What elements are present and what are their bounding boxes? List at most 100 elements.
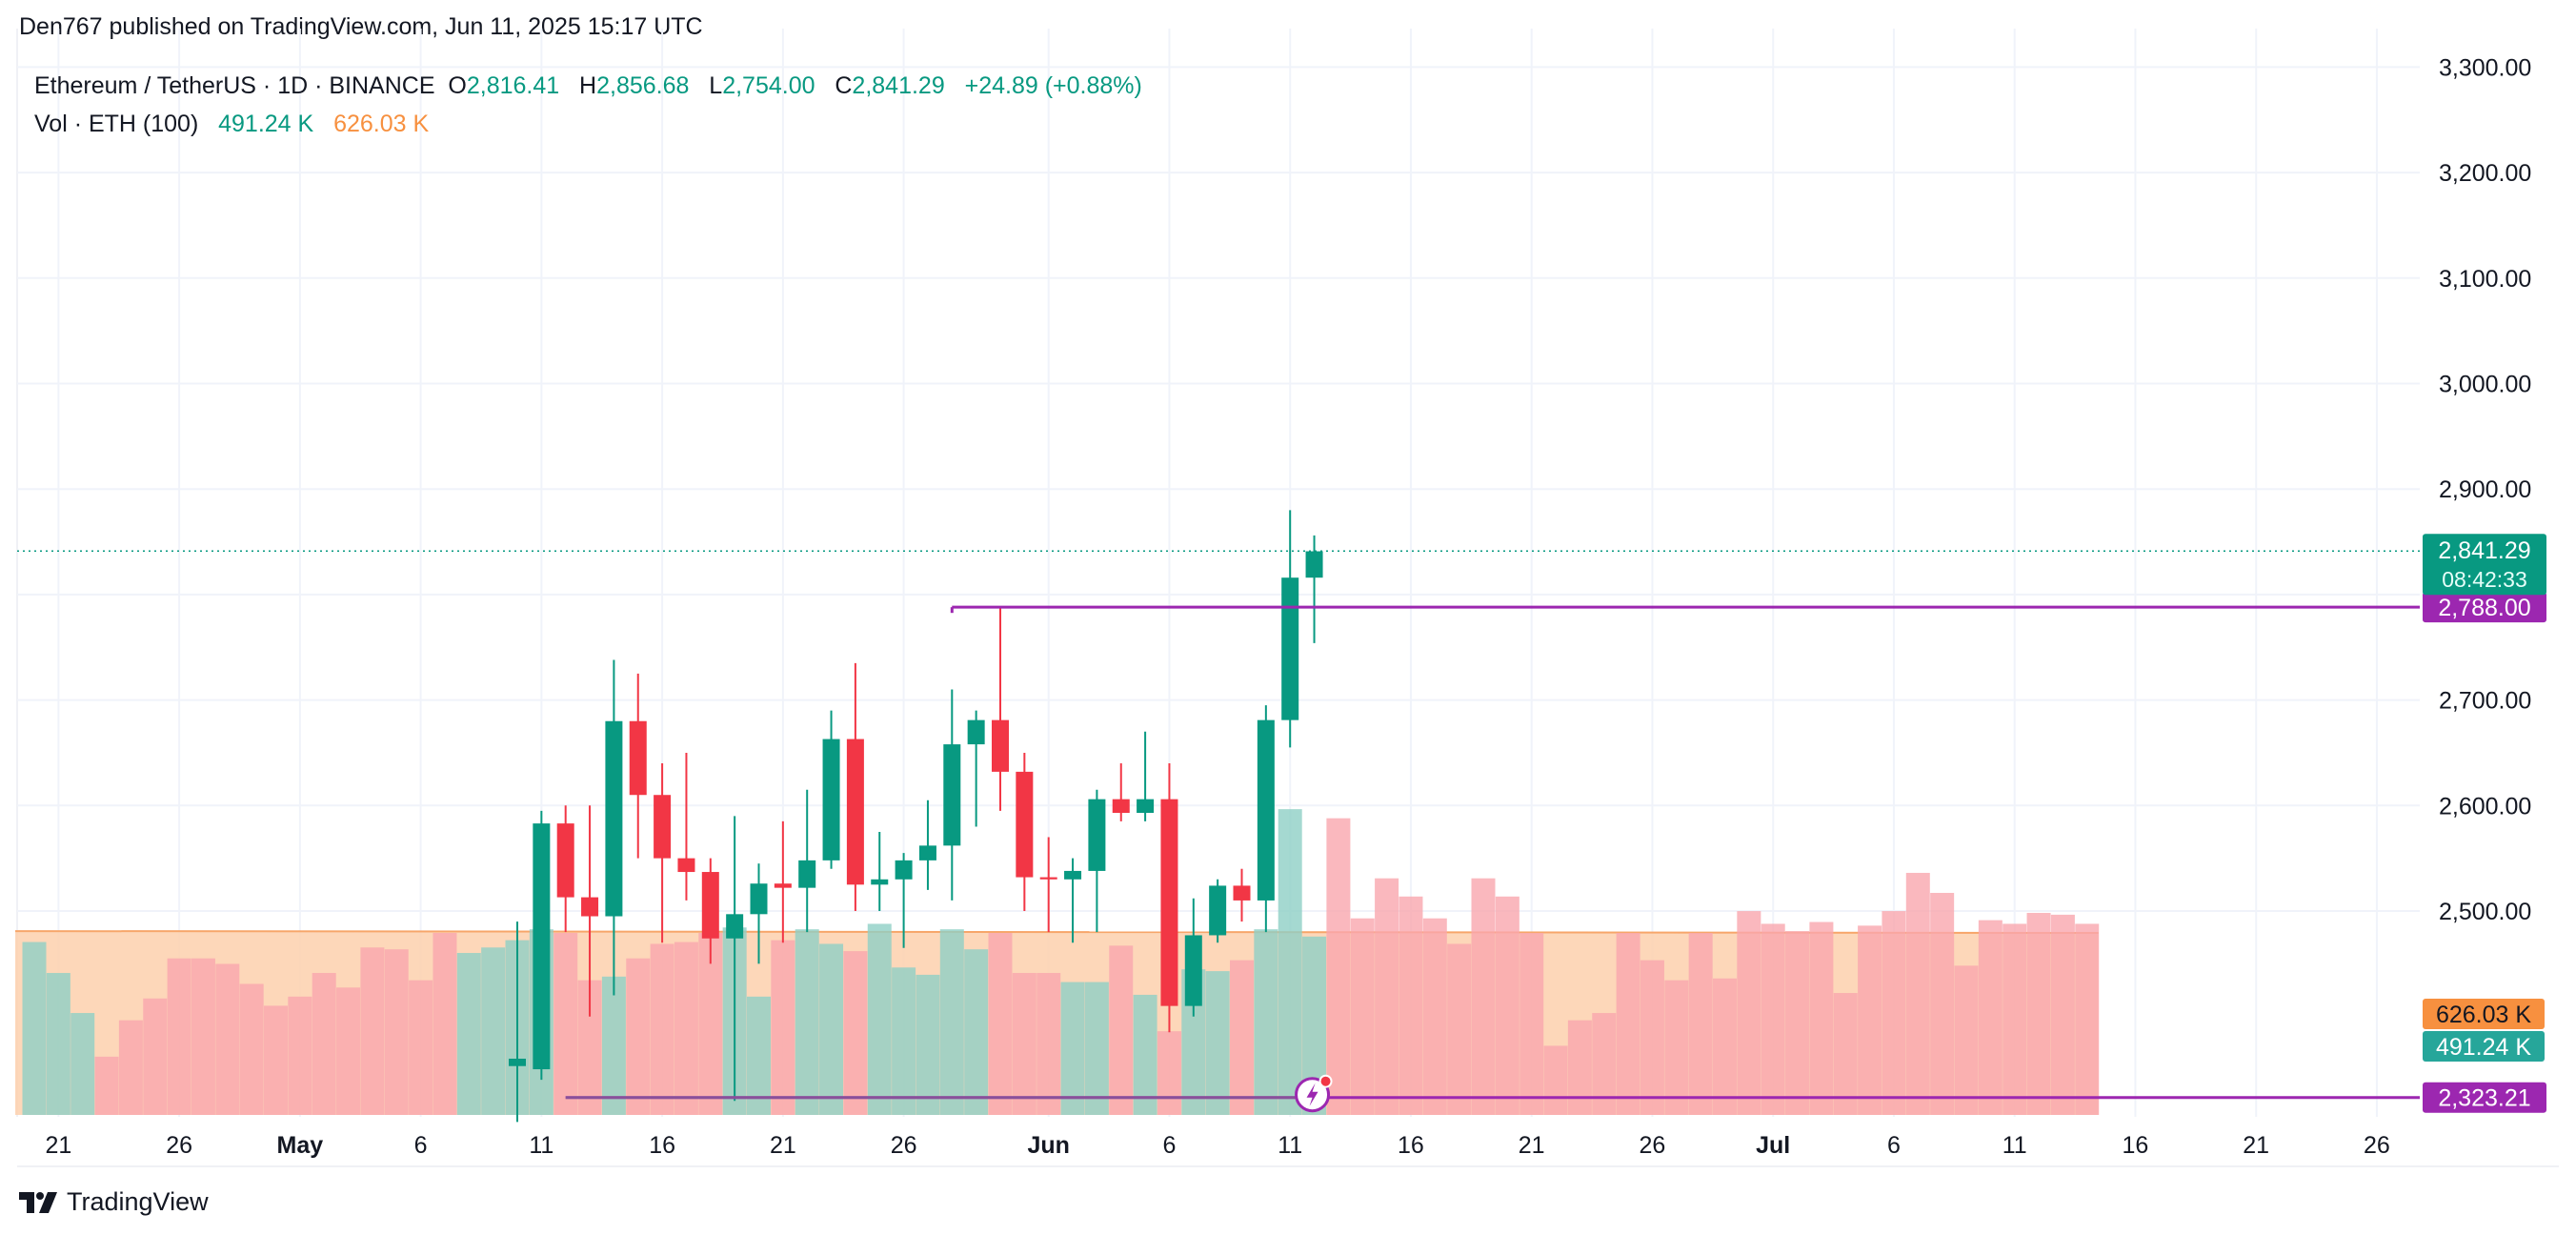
volume-bar	[1785, 931, 1810, 1115]
volume-bar	[1978, 920, 2002, 1115]
volume-bar	[674, 941, 698, 1115]
volume-bar	[1447, 943, 1472, 1115]
candle-body	[798, 860, 816, 888]
volume-label[interactable]: Vol · ETH (100)	[34, 111, 199, 137]
x-tick-label: 6	[1162, 1132, 1176, 1159]
volume-bar	[288, 996, 312, 1115]
volume-bar	[312, 973, 336, 1115]
volume-bar	[2002, 923, 2027, 1115]
volume-bar	[771, 940, 795, 1115]
volume-bar	[264, 1005, 288, 1115]
change-value: +24.89 (+0.88%)	[964, 72, 1142, 99]
tradingview-logo-icon	[19, 1191, 57, 1213]
countdown-text: 08:42:33	[2442, 567, 2527, 592]
y-tick-label: 2,600.00	[2439, 793, 2531, 820]
x-tick-label: 11	[529, 1132, 553, 1159]
candle-body	[677, 858, 695, 873]
volume-bar	[1713, 978, 1737, 1115]
x-tick-label: 26	[2364, 1132, 2390, 1159]
volume-bar	[118, 1020, 143, 1115]
candle-body	[967, 719, 985, 745]
chart-legend: Ethereum / TetherUS · 1D · BINANCE O2,81…	[34, 67, 1142, 143]
volume-bar	[1567, 1020, 1592, 1115]
candle-body	[1112, 799, 1130, 814]
price-tag-bg	[2423, 1082, 2546, 1113]
candle	[654, 763, 672, 943]
candle	[943, 689, 961, 901]
volume-bar	[1688, 933, 1713, 1115]
candle-body	[1281, 577, 1299, 720]
volume-bar	[601, 976, 626, 1115]
candlestick-series[interactable]	[509, 510, 1323, 1123]
axes: 2,500.002,600.002,700.002,800.002,900.00…	[45, 54, 2531, 1159]
x-tick-label: 21	[1519, 1132, 1545, 1159]
candle-body	[1064, 870, 1082, 880]
volume-bar	[1519, 933, 1544, 1115]
candle	[1305, 535, 1323, 643]
candle	[1064, 858, 1082, 943]
support-price-tag: 2,323.21	[2423, 1082, 2546, 1113]
high-value: 2,856.68	[596, 72, 690, 99]
volume-legend-row: Vol · ETH (100) 491.24 K 626.03 K	[34, 105, 1142, 143]
candle-body	[1257, 719, 1275, 901]
volume-bar	[2075, 923, 2100, 1115]
volume-bar	[1833, 993, 1858, 1115]
current-price-tag: 2,841.29 08:42:33	[2423, 534, 2546, 596]
x-tick-label: Jul	[1756, 1132, 1790, 1159]
price-tag-bg	[2423, 534, 2546, 596]
candle-body	[846, 739, 864, 885]
volume-bar	[336, 987, 361, 1115]
candle-body	[1160, 799, 1178, 1006]
horizontal-levels[interactable]	[17, 550, 2420, 1113]
candle-body	[1233, 885, 1251, 901]
candle-body	[533, 823, 551, 1070]
volume-bar	[1254, 929, 1278, 1115]
volume-bar	[1761, 923, 1785, 1115]
volume-bar	[167, 958, 191, 1115]
candle-body	[822, 739, 840, 860]
candle-body	[581, 897, 599, 917]
x-tick-label: 26	[166, 1132, 192, 1159]
volume-bar	[1616, 933, 1640, 1115]
x-tick-label: 21	[2243, 1132, 2269, 1159]
volume-bar	[1737, 911, 1761, 1115]
volume-bar	[1060, 982, 1085, 1115]
volume-bar	[1230, 960, 1254, 1115]
tradingview-brand[interactable]: TradingView	[19, 1187, 209, 1217]
y-tick-label: 3,000.00	[2439, 372, 2531, 398]
alert-bolt-icon[interactable]	[1295, 1074, 1333, 1113]
candle	[918, 800, 936, 890]
symbol-description[interactable]: Ethereum / TetherUS · 1D · BINANCE	[34, 72, 435, 99]
volume-bar	[1905, 872, 1930, 1115]
price-tags: 2,788.00 2,323.21 2,841.29 08:42:33 626.03 K…	[2423, 534, 2546, 1113]
volume-current-tag: 491.24 K	[2423, 1031, 2545, 1062]
volume-bar	[1326, 818, 1351, 1115]
volume-bar	[819, 943, 844, 1115]
candle	[1281, 510, 1299, 748]
x-tick-label: 21	[770, 1132, 796, 1159]
candle	[581, 805, 599, 1017]
price-tag-bg	[2423, 1031, 2545, 1062]
volume-bar	[650, 943, 674, 1115]
y-tick-label: 3,200.00	[2439, 160, 2531, 187]
candle-body	[556, 823, 574, 898]
close-value: 2,841.29	[852, 72, 945, 99]
candle	[556, 805, 574, 933]
candle	[1233, 868, 1251, 922]
volume-bar	[1495, 896, 1519, 1115]
y-tick-label: 3,300.00	[2439, 54, 2531, 81]
candle	[1039, 837, 1057, 933]
candle-body	[629, 720, 647, 796]
candle-body	[1305, 551, 1323, 578]
volume-bar	[1882, 911, 1906, 1115]
x-tick-label: 26	[891, 1132, 917, 1159]
candle	[1137, 731, 1155, 821]
candle-body	[701, 872, 719, 939]
candle	[967, 710, 985, 827]
volume-bar	[843, 951, 868, 1115]
candle	[629, 673, 647, 859]
x-tick-label: 11	[1278, 1132, 1302, 1159]
candle	[750, 863, 768, 964]
candle-body	[918, 845, 936, 860]
